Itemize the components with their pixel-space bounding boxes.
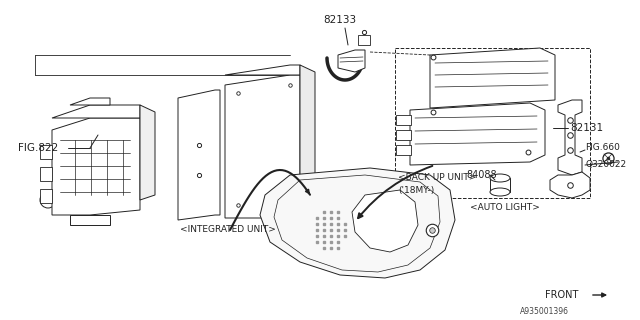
Polygon shape — [410, 103, 545, 165]
Polygon shape — [70, 215, 110, 225]
Text: A935001396: A935001396 — [520, 308, 569, 316]
Text: <BACK UP UNIT>: <BACK UP UNIT> — [398, 173, 476, 182]
Bar — [490, 178, 510, 192]
Polygon shape — [70, 98, 110, 105]
Polygon shape — [430, 48, 555, 108]
Text: <INTEGRATED UNIT>: <INTEGRATED UNIT> — [180, 226, 276, 235]
Bar — [395, 48, 590, 198]
Ellipse shape — [490, 188, 510, 196]
Bar — [245, 95, 273, 113]
Polygon shape — [40, 145, 52, 159]
Polygon shape — [225, 75, 300, 218]
Polygon shape — [40, 189, 52, 203]
Polygon shape — [396, 115, 411, 125]
Text: FIG.822: FIG.822 — [18, 143, 58, 153]
Circle shape — [40, 192, 56, 208]
Polygon shape — [300, 65, 315, 215]
Polygon shape — [52, 105, 140, 118]
Text: Q320022: Q320022 — [585, 161, 626, 170]
Polygon shape — [338, 50, 365, 72]
Text: 82131: 82131 — [570, 123, 603, 133]
Text: 84088: 84088 — [466, 170, 497, 180]
Polygon shape — [260, 168, 455, 278]
Polygon shape — [225, 65, 300, 75]
Text: ('18MY-): ('18MY-) — [398, 186, 435, 195]
Ellipse shape — [490, 174, 510, 182]
Polygon shape — [352, 190, 418, 252]
Text: 82133: 82133 — [323, 15, 356, 25]
Text: <AUTO LIGHT>: <AUTO LIGHT> — [470, 204, 540, 212]
Text: FIG.660: FIG.660 — [585, 143, 620, 153]
Polygon shape — [396, 130, 411, 140]
Polygon shape — [558, 100, 582, 175]
Polygon shape — [140, 105, 155, 200]
Bar — [358, 35, 370, 45]
Polygon shape — [40, 167, 52, 181]
Polygon shape — [178, 90, 220, 220]
Polygon shape — [396, 145, 411, 155]
Polygon shape — [52, 118, 140, 215]
Bar — [235, 90, 295, 210]
Polygon shape — [550, 172, 590, 198]
Text: FRONT: FRONT — [545, 290, 579, 300]
